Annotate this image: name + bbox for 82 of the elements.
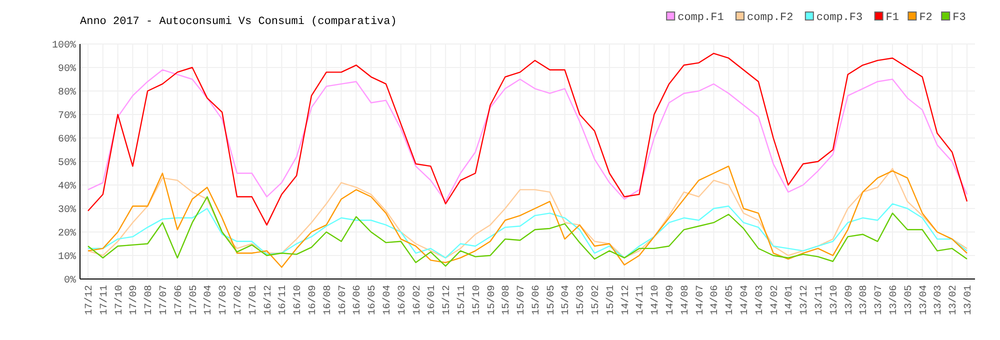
x-tick-label: 16/01 [426,285,438,316]
line-series [87,196,968,267]
x-tick-label: 17/05 [188,285,200,316]
x-tick-label: 14/06 [709,285,722,316]
y-tick-label: 10% [58,252,76,263]
x-tick-label: 17/09 [128,285,140,316]
x-tick-label: 14/12 [620,285,632,316]
x-tick-label: 17/02 [232,285,244,316]
y-tick-label: 0% [64,276,76,286]
y-tick-label: 90% [58,64,76,75]
x-tick-label: 13/05 [902,285,915,316]
legend-label: comp.F1 [678,12,724,24]
y-tick-label: 30% [58,205,76,216]
y-tick-label: 60% [58,134,76,146]
x-tick-label: 15/10 [470,285,483,316]
x-tick-label: 15/09 [486,285,498,316]
x-tick-label: 16/08 [322,285,334,316]
x-tick-label: 14/02 [768,285,781,316]
legend-label: comp.F2 [747,12,794,24]
line-series [87,69,968,202]
x-tick-label: 14/11 [634,285,647,316]
x-tick-label: 16/04 [381,285,394,316]
y-tick-label: 40% [58,182,76,192]
x-tick-label: 16/02 [411,285,424,316]
x-tick-label: 16/05 [366,285,379,316]
y-tick-label: 70% [58,111,76,122]
x-tick-label: 16/03 [396,285,408,316]
x-tick-label: 13/08 [858,285,870,316]
x-tick-label: 15/11 [456,285,468,316]
x-tick-label: 16/06 [352,285,364,316]
x-tick-label: 14/08 [679,285,692,316]
x-tick-label: 16/09 [306,285,319,316]
line-series [87,203,968,258]
x-tick-label: 13/10 [828,285,840,316]
x-tick-label: 14/04 [739,285,752,316]
line-series [87,52,968,226]
x-tick-label: 13/03 [932,285,945,316]
x-tick-label: 17/04 [202,285,215,316]
x-tick-label: 14/01 [784,285,796,316]
x-tick-label: 15/07 [516,285,528,316]
y-tick-label: 100% [52,40,76,52]
x-tick-label: 13/09 [843,285,856,316]
x-tick-label: 15/05 [545,285,558,316]
x-tick-label: 17/06 [172,285,185,316]
x-tick-label: 13/01 [962,285,974,316]
x-tick-label: 16/11 [277,285,290,316]
x-tick-label: 17/01 [247,285,260,316]
x-tick-label: 15/04 [560,285,572,316]
x-tick-label: 16/12 [262,285,274,316]
x-tick-label: 14/10 [650,285,662,316]
x-tick-label: 17/12 [84,285,96,316]
x-tick-label: 13/02 [948,285,960,316]
y-tick-label: 80% [58,88,76,98]
legend-label: comp.F3 [816,12,863,24]
x-tick-label: 17/08 [143,285,156,316]
x-tick-label: 16/07 [336,285,349,316]
legend-label: F3 [952,12,966,24]
x-tick-label: 15/12 [441,285,454,316]
x-tick-label: 14/03 [754,285,766,316]
x-tick-label: 14/05 [724,285,736,316]
x-tick-label: 15/08 [500,285,513,316]
chart-title: Anno 2017 - Autoconsumi Vs Consumi (comparativa) [80,16,397,28]
legend-label: F2 [919,12,932,24]
x-tick-label: 13/11 [814,285,826,316]
x-tick-label: 13/04 [918,285,930,316]
x-tick-label: 14/07 [694,285,706,316]
x-tick-label: 13/12 [798,285,811,316]
y-tick-label: 50% [58,158,76,169]
x-tick-label: 14/09 [664,285,677,316]
x-tick-label: 13/07 [873,285,886,316]
x-tick-label: 15/06 [530,285,542,316]
y-tick-label: 20% [58,228,76,240]
x-tick-label: 16/10 [292,285,304,316]
x-tick-label: 15/02 [590,285,602,316]
x-tick-label: 17/10 [113,285,126,316]
x-tick-label: 17/07 [158,285,170,316]
x-tick-label: 17/11 [98,285,110,316]
x-tick-label: 15/01 [604,285,617,316]
x-tick-label: 17/03 [218,285,230,316]
x-tick-label: 15/03 [575,285,588,316]
legend-label: F1 [886,12,900,24]
x-tick-label: 13/06 [888,285,900,316]
